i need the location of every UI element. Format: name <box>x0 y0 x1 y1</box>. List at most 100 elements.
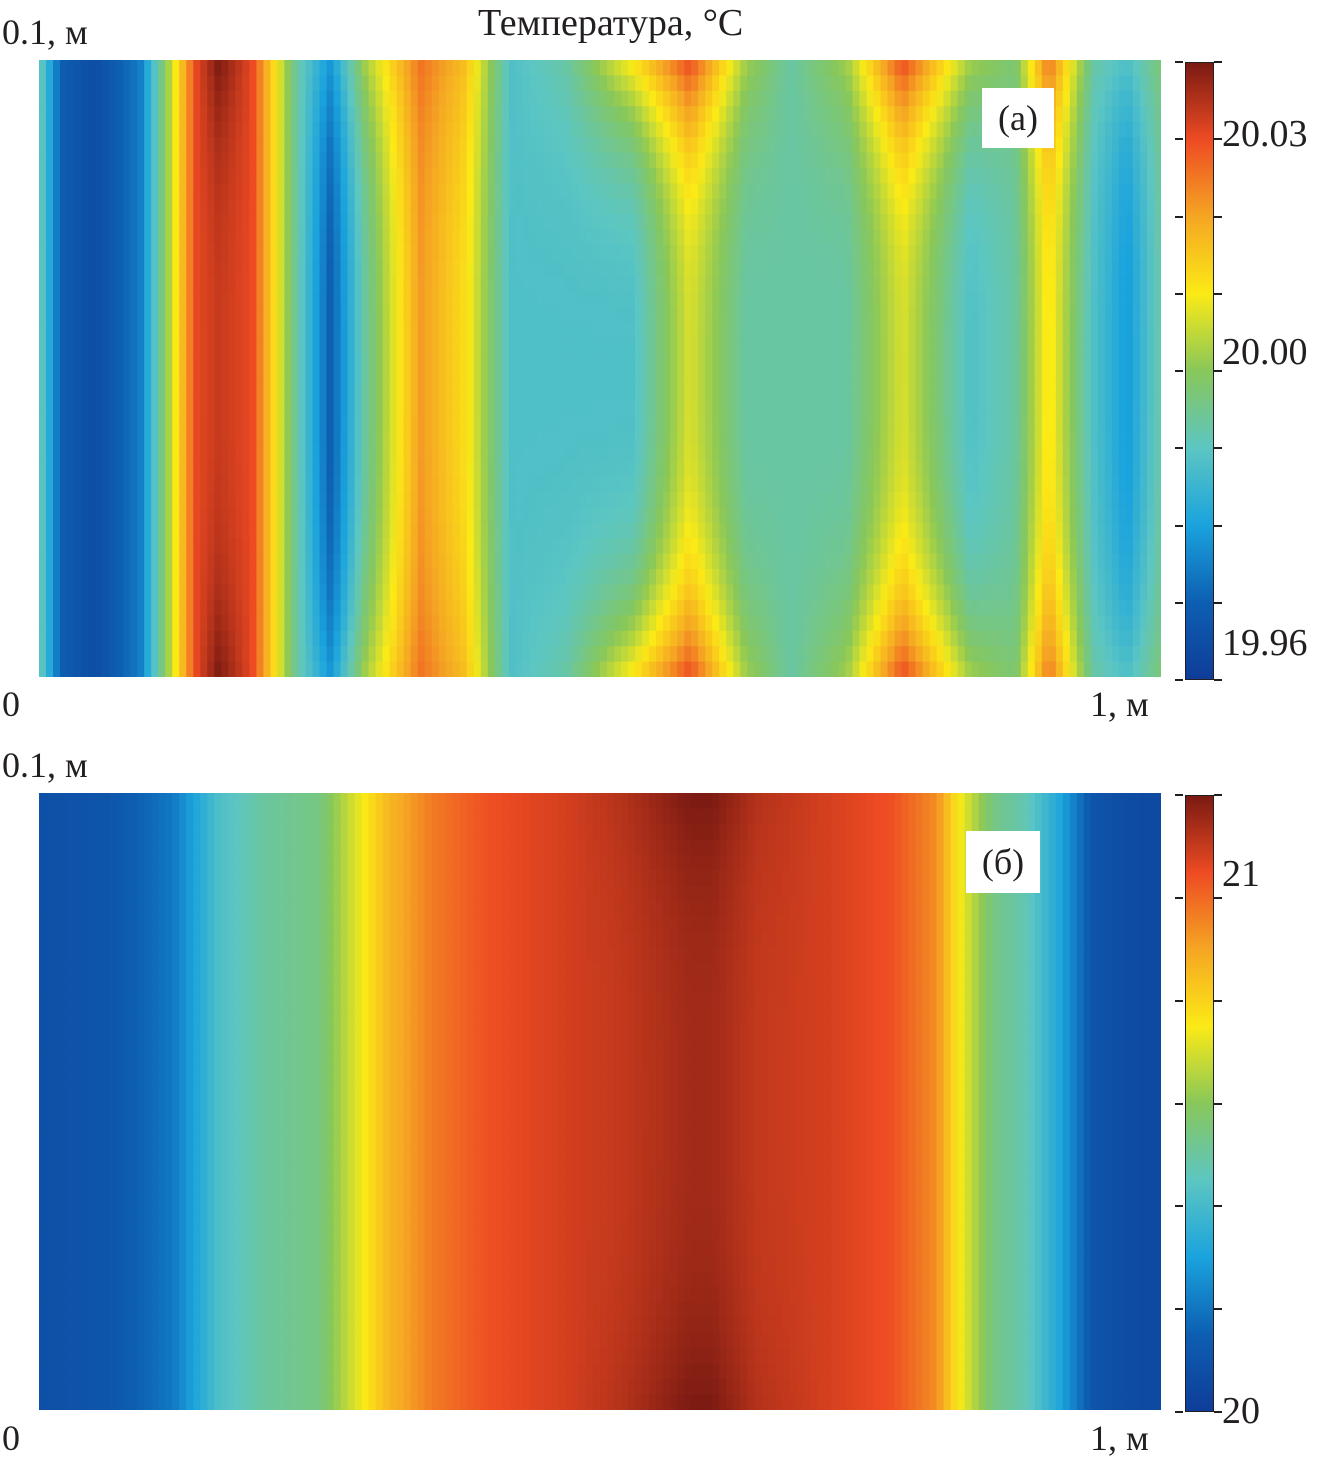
panel-a-cell <box>621 399 629 416</box>
panel-a-cell <box>943 491 952 508</box>
panel-a-cell <box>459 491 468 508</box>
panel-a-cell <box>887 152 896 169</box>
panel-a-cell <box>256 75 264 92</box>
panel-a-cell <box>256 414 264 431</box>
panel-a-cell <box>1139 106 1148 123</box>
panel-a-cell <box>950 60 959 77</box>
panel-a-cell <box>978 291 987 308</box>
panel-a-cell <box>894 306 903 323</box>
panel-a-cell <box>557 383 566 400</box>
panel-a-cell <box>950 214 959 231</box>
panel-a-cell <box>529 507 538 524</box>
panel-a-cell <box>172 322 180 339</box>
panel-a-cell <box>873 399 882 416</box>
panel-a-cell <box>796 229 804 246</box>
panel-a-cell <box>1055 461 1064 478</box>
panel-a-cell <box>347 306 356 323</box>
panel-a-cell <box>424 106 433 123</box>
panel-a-cell <box>550 306 559 323</box>
panel-a-cell <box>130 522 138 539</box>
panel-a-cell <box>1097 137 1106 154</box>
panel-a-cell <box>985 337 994 354</box>
panel-a-cell <box>663 275 671 292</box>
panel-a-cell <box>263 106 272 123</box>
panel-a-cell <box>543 291 552 308</box>
panel-a-cell <box>915 445 924 462</box>
panel-a-cell <box>298 167 307 185</box>
panel-a-cell <box>747 507 755 524</box>
panel-a-cell <box>705 491 713 508</box>
panel-a-cell <box>852 198 861 215</box>
panel-a-cell <box>796 60 804 77</box>
panel-a-cell <box>691 75 699 92</box>
panel-a-cell <box>123 229 131 246</box>
panel-a-cell <box>578 275 587 292</box>
panel-a-cell <box>221 152 229 169</box>
panel-a-cell <box>403 291 412 308</box>
panel-a-cell <box>1013 275 1022 292</box>
panel-a-cell <box>158 275 166 292</box>
panel-a-cell <box>635 461 643 478</box>
panel-a-cell <box>172 198 180 215</box>
panel-a-cell <box>866 121 875 138</box>
panel-a-cell <box>403 137 412 154</box>
panel-a-cell <box>1139 522 1148 539</box>
panel-a-cell <box>866 399 875 416</box>
panel-a-cell <box>656 337 664 354</box>
panel-a-cell <box>964 461 973 478</box>
panel-a-cell <box>1125 337 1134 354</box>
panel-a-cell <box>873 353 882 370</box>
panel-a-cell <box>915 275 924 292</box>
panel-a-cell <box>263 445 272 462</box>
panel-a-cell <box>1146 137 1155 154</box>
panel-a-cell <box>600 137 608 154</box>
panel-a-cell <box>817 522 825 539</box>
panel-a-cell <box>817 445 825 462</box>
panel-a-cell <box>1146 383 1155 400</box>
panel-a-cell <box>151 353 159 370</box>
panel-a-cell <box>719 275 727 292</box>
panel-a-cell <box>263 75 272 92</box>
panel-a-cell <box>151 60 159 77</box>
panel-a-cell <box>964 322 973 339</box>
panel-a-cell <box>557 183 566 200</box>
panel-a-cell <box>1097 461 1106 478</box>
panel-a-cell <box>1048 260 1057 277</box>
panel-a-cell <box>635 322 643 339</box>
panel-a-cell <box>684 214 692 231</box>
panel-a-cell <box>656 399 664 416</box>
panel-a-cell <box>887 60 896 77</box>
panel-a-cell <box>971 430 980 447</box>
panel-a-cell <box>838 275 847 292</box>
panel-a-cell <box>852 60 861 77</box>
panel-a-cell <box>193 538 201 555</box>
panel-a-cell <box>817 291 825 308</box>
panel-a-cell <box>172 60 180 77</box>
panel-a-cell <box>221 306 229 323</box>
panel-a-cell <box>1090 522 1099 539</box>
panel-a-cell <box>915 90 924 107</box>
panel-a-cell <box>291 245 300 262</box>
panel-a-cell <box>263 214 272 231</box>
panel-a-cell <box>522 275 531 292</box>
panel-a-cell <box>1048 414 1057 431</box>
panel-a-cell <box>67 507 75 524</box>
panel-a-cell <box>712 60 720 77</box>
panel-a-cell <box>396 167 405 185</box>
panel-a-cell <box>824 137 833 154</box>
panel-a-cell <box>705 75 713 92</box>
panel-a-cell <box>887 430 896 447</box>
panel-a-cell <box>782 75 790 92</box>
panel-a-cell <box>1111 229 1120 246</box>
panel-a-cell <box>529 198 538 215</box>
panel-a-cell <box>74 383 82 400</box>
panel-a-cell <box>137 75 145 92</box>
panel-a-cell <box>1083 322 1092 339</box>
panel-a-cell <box>375 291 384 308</box>
panel-a-cell <box>733 337 741 354</box>
panel-a-cell <box>817 198 825 215</box>
panel-a-cell <box>859 245 868 262</box>
panel-a-cell <box>550 214 559 231</box>
panel-a-cell <box>466 445 475 462</box>
panel-a-cell <box>340 137 349 154</box>
